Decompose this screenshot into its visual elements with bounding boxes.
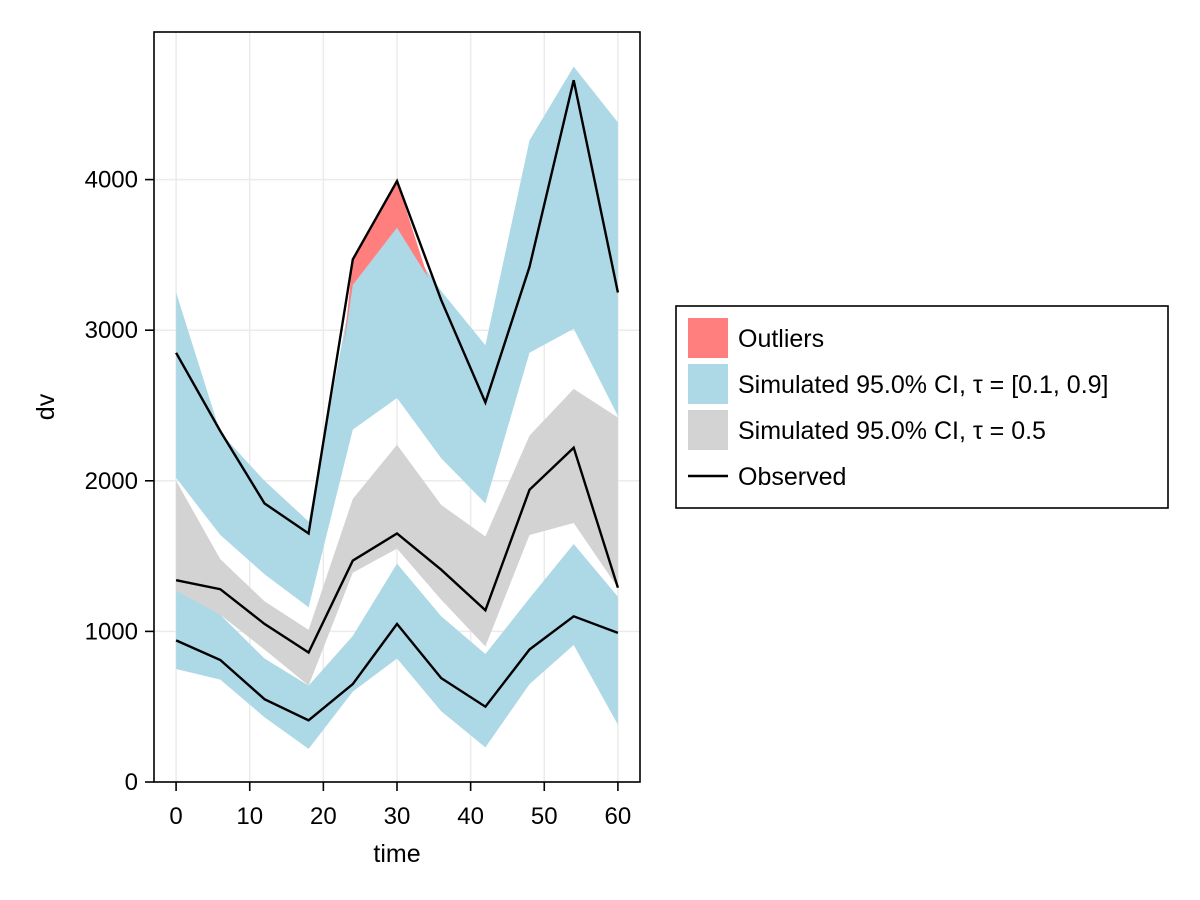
x-tick-label: 0 bbox=[169, 803, 182, 830]
outlier-area bbox=[344, 181, 428, 346]
ci-band-median bbox=[176, 388, 618, 686]
x-tick-label: 40 bbox=[457, 803, 484, 830]
x-tick-label: 60 bbox=[605, 803, 632, 830]
x-axis-ticks: 0 10 20 30 40 50 60 bbox=[169, 782, 631, 830]
y-tick-label: 3000 bbox=[85, 317, 138, 344]
x-tick-label: 20 bbox=[310, 803, 337, 830]
y-tick-label: 2000 bbox=[85, 468, 138, 495]
legend-label: Simulated 95.0% CI, τ = [0.1, 0.9] bbox=[738, 371, 1109, 399]
y-axis-ticks: 0 1000 2000 3000 4000 bbox=[85, 167, 154, 796]
y-tick-label: 4000 bbox=[85, 167, 138, 194]
ci-band-lower bbox=[176, 544, 618, 749]
x-tick-label: 30 bbox=[384, 803, 411, 830]
y-tick-label: 0 bbox=[125, 769, 138, 796]
legend-box bbox=[675, 305, 1169, 509]
observed-line-lower bbox=[175, 614, 619, 722]
legend-swatch bbox=[688, 410, 728, 450]
legend: Outliers Simulated 95.0% CI, τ = [0.1, 0.… bbox=[675, 305, 1169, 509]
y-axis-title: dv bbox=[32, 393, 60, 420]
observed-lines bbox=[175, 79, 620, 722]
y-tick-label: 1000 bbox=[85, 618, 138, 645]
legend-label: Observed bbox=[738, 463, 846, 491]
legend-label: Simulated 95.0% CI, τ = 0.5 bbox=[738, 417, 1046, 445]
legend-swatch bbox=[688, 318, 728, 358]
x-tick-label: 10 bbox=[236, 803, 263, 830]
legend-label: Outliers bbox=[738, 325, 824, 353]
observed-line-upper bbox=[175, 79, 620, 536]
observed-line-median bbox=[175, 445, 620, 655]
x-axis-title: time bbox=[373, 840, 420, 868]
ci-band-upper bbox=[176, 66, 618, 608]
x-tick-label: 50 bbox=[531, 803, 558, 830]
outlier-areas bbox=[344, 181, 428, 346]
legend-swatch bbox=[688, 364, 728, 404]
confidence-bands bbox=[176, 66, 618, 749]
